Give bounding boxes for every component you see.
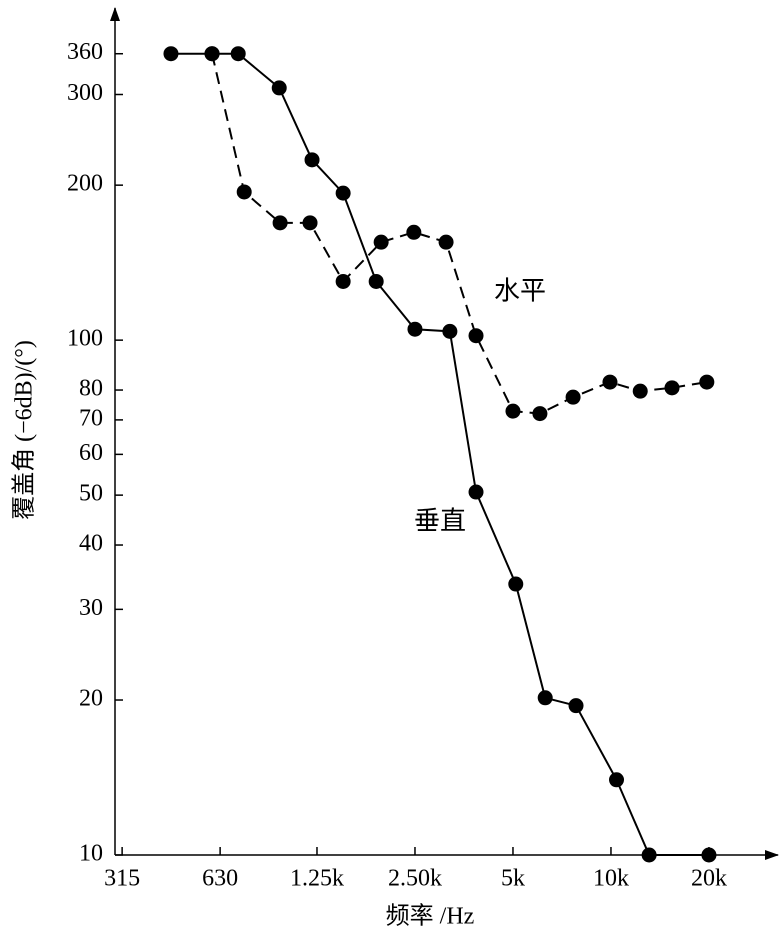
x-tick-label: 10k	[593, 866, 629, 892]
data-point	[701, 847, 717, 863]
data-point	[163, 46, 179, 62]
data-point	[602, 374, 618, 390]
data-point	[407, 321, 423, 337]
data-point	[505, 403, 521, 419]
x-axis-label: 频率 /Hz	[386, 903, 475, 930]
data-point	[468, 328, 484, 344]
data-point	[609, 772, 625, 788]
x-tick-label: 2.50k	[388, 866, 442, 892]
y-tick-label: 10	[79, 841, 103, 867]
data-point	[537, 690, 553, 706]
x-tick-label: 1.25k	[290, 866, 344, 892]
y-axis-label: 覆盖角 (−6dB)/(°)	[11, 340, 38, 520]
data-point	[302, 215, 318, 231]
y-tick-label: 300	[67, 80, 103, 106]
data-point	[442, 323, 458, 339]
data-point	[641, 847, 657, 863]
data-point	[508, 576, 524, 592]
y-tick-label: 70	[79, 405, 103, 431]
x-tick-label: 5k	[501, 866, 525, 892]
data-point	[335, 273, 351, 289]
data-point	[664, 380, 680, 396]
data-point	[204, 46, 220, 62]
x-tick-label: 630	[202, 866, 238, 892]
y-tick-label: 30	[79, 595, 103, 621]
data-point	[304, 152, 320, 168]
data-point	[230, 46, 246, 62]
data-point	[272, 215, 288, 231]
data-point	[368, 273, 384, 289]
data-point	[236, 184, 252, 200]
annotation: 水平	[494, 277, 546, 307]
y-tick-label: 60	[79, 440, 103, 466]
data-point	[438, 234, 454, 250]
y-tick-label: 360	[67, 39, 103, 65]
annotation: 垂直	[414, 507, 466, 537]
data-point	[568, 698, 584, 714]
data-point	[532, 406, 548, 422]
series-line	[170, 52, 709, 856]
y-tick-label: 200	[67, 171, 103, 197]
data-point	[271, 80, 287, 96]
x-tick-label: 315	[104, 866, 140, 892]
data-point	[406, 224, 422, 240]
y-tick-label: 20	[79, 686, 103, 712]
x-tick-label: 20k	[691, 866, 727, 892]
data-point	[335, 185, 351, 201]
series-line	[211, 53, 707, 415]
y-tick-label: 100	[67, 326, 103, 352]
data-point	[468, 484, 484, 500]
y-tick-label: 80	[79, 376, 103, 402]
y-tick-label: 50	[79, 481, 103, 507]
data-point	[373, 234, 389, 250]
data-point	[632, 383, 648, 399]
data-point	[565, 389, 581, 405]
y-tick-label: 40	[79, 531, 103, 557]
data-point	[699, 374, 715, 390]
